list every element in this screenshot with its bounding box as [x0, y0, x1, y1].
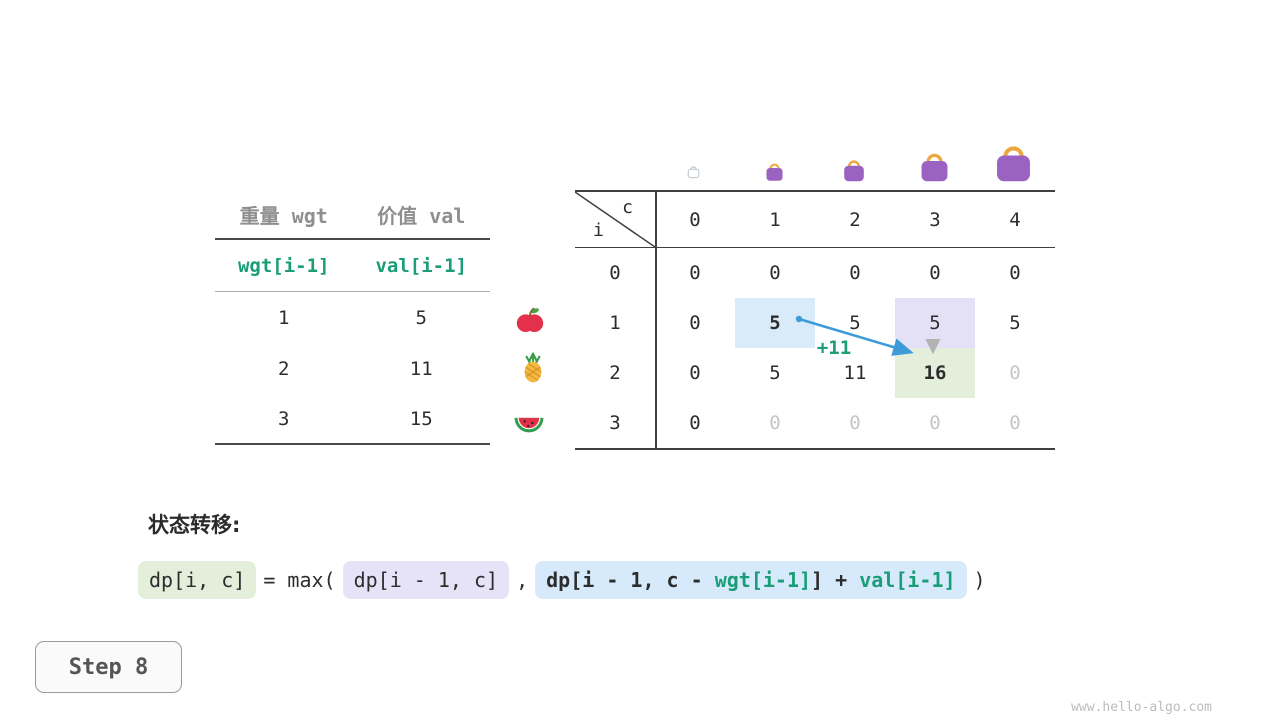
bag-capacity-2-icon — [840, 156, 868, 188]
watermark: www.hello-algo.com — [1071, 700, 1212, 715]
dp-cell-above-highlight: 5 — [895, 298, 975, 348]
corner-label-i: i — [593, 220, 604, 241]
dp-row-label: 3 — [609, 412, 621, 434]
dp-cell-pending: 0 — [929, 412, 941, 434]
dp-header-row: c i 0 1 2 3 4 — [575, 192, 1055, 248]
dp-col-header: 0 — [689, 208, 701, 231]
wgt-cell: 2 — [278, 357, 290, 380]
dp-cell: 5 — [769, 362, 781, 384]
dp-row-2: 2 0 5 11 16 0 — [575, 348, 1055, 398]
weights-table-formula-row: wgt[i-1] val[i-1] — [215, 240, 490, 292]
val-formula: val[i-1] — [375, 254, 467, 277]
dp-corner-cell: c i — [575, 192, 655, 247]
wgt-formula: wgt[i-1] — [237, 254, 330, 277]
dp-row-label: 1 — [609, 312, 621, 334]
bag-capacity-0-icon — [686, 164, 701, 183]
dp-row-3: 3 0 0 0 0 0 — [575, 398, 1055, 448]
state-transition-label: 状态转移: — [148, 513, 241, 537]
plus-value-annotation: +11 — [816, 337, 852, 359]
dp-table-vertical-divider — [655, 192, 657, 448]
dp-cell-current-highlight: 16 — [895, 348, 975, 398]
dp-cell-pending: 0 — [849, 412, 861, 434]
take-mid: ] + — [811, 568, 860, 592]
step-badge: Step 8 — [35, 641, 182, 693]
dp-table: c i 0 1 2 3 4 0 0 0 0 0 0 1 0 5 5 5 5 — [575, 190, 1055, 450]
dp-row-label: 0 — [609, 262, 621, 284]
dp-col-header: 1 — [769, 208, 781, 231]
dp-cell-pending: 0 — [1009, 362, 1021, 384]
weights-table: 重量 wgt 价值 val wgt[i-1] val[i-1] 1 5 2 11… — [215, 190, 490, 445]
dp-cell: 5 — [1009, 312, 1021, 334]
watermelon-icon — [512, 406, 544, 438]
dp-cell: 0 — [849, 262, 861, 284]
dp-cell-source-highlight: 5 — [735, 298, 815, 348]
dp-cell: 0 — [689, 362, 701, 384]
dp-cell: 0 — [929, 262, 941, 284]
comma-separator: , — [516, 568, 529, 592]
take-val: val[i-1] — [859, 568, 956, 592]
take-wgt: wgt[i-1] — [714, 568, 812, 592]
dp-row-0: 0 0 0 0 0 0 — [575, 248, 1055, 298]
dp-above-token: dp[i - 1, c] — [342, 561, 510, 599]
weight-column-header: 重量 wgt — [239, 203, 328, 228]
dp-col-header: 4 — [1009, 208, 1021, 231]
weights-table-row: 3 15 — [215, 394, 490, 445]
weights-table-header: 重量 wgt 价值 val — [215, 190, 490, 240]
dp-cell-pending: 0 — [769, 412, 781, 434]
val-cell: 5 — [415, 306, 427, 329]
max-operator: = max( — [263, 568, 336, 592]
dp-cell: 11 — [843, 362, 867, 384]
dp-take-token: dp[i - 1, c - wgt[i-1]] + val[i-1] — [535, 561, 967, 599]
bag-capacity-3-icon — [916, 148, 953, 189]
wgt-cell: 3 — [278, 407, 290, 430]
weights-table-row: 2 11 — [215, 343, 490, 394]
pineapple-icon — [517, 352, 549, 384]
value-column-header: 价值 val — [377, 203, 466, 228]
dp-cell-pending: 0 — [1009, 412, 1021, 434]
take-prefix: dp[i - 1, c - — [546, 568, 715, 592]
dp-current-token: dp[i, c] — [138, 561, 257, 599]
dp-cell: 0 — [689, 412, 701, 434]
bag-capacity-4-icon — [990, 139, 1037, 190]
dp-cell: 0 — [689, 312, 701, 334]
dp-col-header: 2 — [849, 208, 861, 231]
bag-capacity-1-icon — [763, 160, 786, 187]
dp-row-label: 2 — [609, 362, 621, 384]
corner-diagonal-line — [575, 192, 655, 247]
close-paren: ) — [973, 568, 986, 592]
transition-formula: dp[i, c] = max( dp[i - 1, c] , dp[i - 1,… — [138, 561, 993, 599]
dp-cell: 0 — [769, 262, 781, 284]
wgt-cell: 1 — [278, 306, 290, 329]
dp-cell: 0 — [689, 262, 701, 284]
dp-col-header: 3 — [929, 208, 941, 231]
val-cell: 11 — [409, 357, 433, 380]
val-cell: 15 — [409, 407, 433, 430]
corner-label-c: c — [622, 197, 633, 218]
weights-table-row: 1 5 — [215, 292, 490, 343]
dp-cell: 0 — [1009, 262, 1021, 284]
apple-icon — [514, 304, 546, 336]
